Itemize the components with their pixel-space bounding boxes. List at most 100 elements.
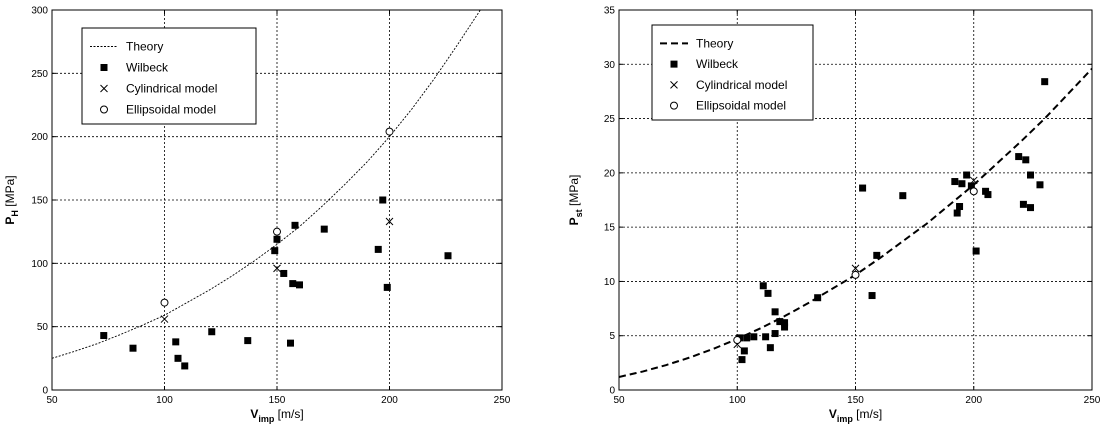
circle-point-0 xyxy=(160,298,169,307)
square-point-10 xyxy=(771,330,779,338)
series-square xyxy=(100,196,452,370)
legend-swatch-square-0 xyxy=(100,64,108,71)
square-point-4 xyxy=(181,362,189,370)
square-point-21 xyxy=(956,203,964,211)
y-tick-label-2: 100 xyxy=(31,259,48,270)
plot-series xyxy=(619,67,1092,378)
square-point-11 xyxy=(776,318,784,326)
x-point-1 xyxy=(273,264,281,273)
square-point-4 xyxy=(750,333,758,341)
square-point-29 xyxy=(1019,200,1027,208)
y-axis-label: PH [MPa] xyxy=(3,175,20,224)
square-point-12 xyxy=(781,323,789,331)
legend-swatch-square-0 xyxy=(670,60,678,68)
square-point-14 xyxy=(814,294,822,302)
square-point-15 xyxy=(859,184,867,192)
circle-point-0 xyxy=(733,336,742,345)
circle-point-1 xyxy=(273,227,281,236)
square-point-16 xyxy=(379,196,387,204)
x-tick-label-1: 100 xyxy=(729,395,746,406)
x-point-0 xyxy=(160,315,169,323)
x-axis-label: Vimp [m/s] xyxy=(829,407,882,424)
legend: Theory Wilbeck Cylindrical model Ellipsoida… xyxy=(81,27,257,125)
y-tick-label-0: 0 xyxy=(42,386,48,397)
legend-label-2: Cylindrical model xyxy=(126,82,217,96)
x-point-1 xyxy=(851,264,860,273)
square-point-6 xyxy=(762,333,770,341)
square-point-10 xyxy=(287,339,294,347)
square-point-33 xyxy=(1036,181,1044,189)
grid xyxy=(52,10,502,390)
legend-label-0: Theory xyxy=(696,36,733,50)
x-tick-label-2: 150 xyxy=(269,395,286,406)
square-point-15 xyxy=(374,245,382,253)
legend-label-0: Theory xyxy=(126,40,163,54)
square-point-8 xyxy=(766,344,774,352)
theory-line xyxy=(52,10,481,359)
square-point-5 xyxy=(759,282,767,290)
x-tick-label-4: 250 xyxy=(1084,395,1101,406)
y-tick-label-4: 200 xyxy=(31,132,48,143)
square-point-13 xyxy=(781,319,789,327)
y-tick-label-7: 35 xyxy=(604,6,616,17)
square-point-31 xyxy=(1027,171,1035,179)
x-tick-label-4: 250 xyxy=(494,395,511,406)
square-point-3 xyxy=(743,334,751,342)
square-point-7 xyxy=(271,247,279,255)
square-point-17 xyxy=(873,251,881,259)
legend-label-3: Ellipsoidal model xyxy=(126,103,216,117)
x-tick-label-3: 200 xyxy=(965,395,982,406)
x-tick-label-0: 50 xyxy=(46,395,58,406)
square-point-16 xyxy=(868,292,876,300)
series-circle xyxy=(733,187,978,345)
legend-box xyxy=(81,27,257,125)
square-point-1 xyxy=(738,356,746,364)
square-point-6 xyxy=(244,337,252,345)
legend-swatch-x-0 xyxy=(100,84,108,93)
y-axis-label: Pst [MPa] xyxy=(567,175,584,226)
y-tick-label-3: 150 xyxy=(31,196,48,207)
plot-series xyxy=(52,10,481,370)
square-point-2 xyxy=(172,338,180,346)
legend-swatch-circle-0 xyxy=(670,101,678,110)
square-point-7 xyxy=(764,289,772,297)
square-point-11 xyxy=(289,280,297,288)
series-x xyxy=(160,217,394,323)
y-tick-label-0: 0 xyxy=(609,386,615,397)
grid xyxy=(619,10,1092,390)
square-point-32 xyxy=(1027,204,1035,212)
square-point-14 xyxy=(320,225,328,233)
circle-point-2 xyxy=(385,127,394,136)
square-point-34 xyxy=(1041,78,1049,86)
y-tick-label-5: 250 xyxy=(31,69,48,80)
y-tick-label-4: 20 xyxy=(604,168,616,179)
legend-label-3: Ellipsoidal model xyxy=(696,99,786,113)
square-point-18 xyxy=(444,252,452,260)
square-point-27 xyxy=(984,191,992,199)
x-point-2 xyxy=(385,217,394,226)
square-point-12 xyxy=(291,221,299,229)
square-point-9 xyxy=(771,308,779,316)
square-point-23 xyxy=(963,171,971,179)
y-tick-label-6: 30 xyxy=(604,60,616,71)
square-point-22 xyxy=(958,180,966,188)
x-tick-label-2: 150 xyxy=(847,395,864,406)
x-point-2 xyxy=(969,176,978,185)
series-circle xyxy=(160,127,394,307)
y-tick-label-5: 25 xyxy=(604,114,616,125)
square-point-3 xyxy=(174,354,182,362)
square-point-13 xyxy=(296,281,303,289)
x-tick-label-1: 100 xyxy=(156,395,173,406)
square-point-30 xyxy=(1022,156,1030,164)
square-point-2 xyxy=(740,347,748,355)
square-point-8 xyxy=(273,235,281,243)
legend-label-2: Cylindrical model xyxy=(696,78,787,92)
square-point-9 xyxy=(280,269,288,277)
y-tick-label-6: 300 xyxy=(31,6,48,17)
legend-swatch-circle-0 xyxy=(100,105,108,114)
square-point-5 xyxy=(208,328,216,336)
chart-steady-pressure: 50 100 150 200 250 0 5 10 15 20 25 30 35 Vimp [m/s] Ps… xyxy=(567,6,1101,425)
circle-point-2 xyxy=(969,187,978,196)
